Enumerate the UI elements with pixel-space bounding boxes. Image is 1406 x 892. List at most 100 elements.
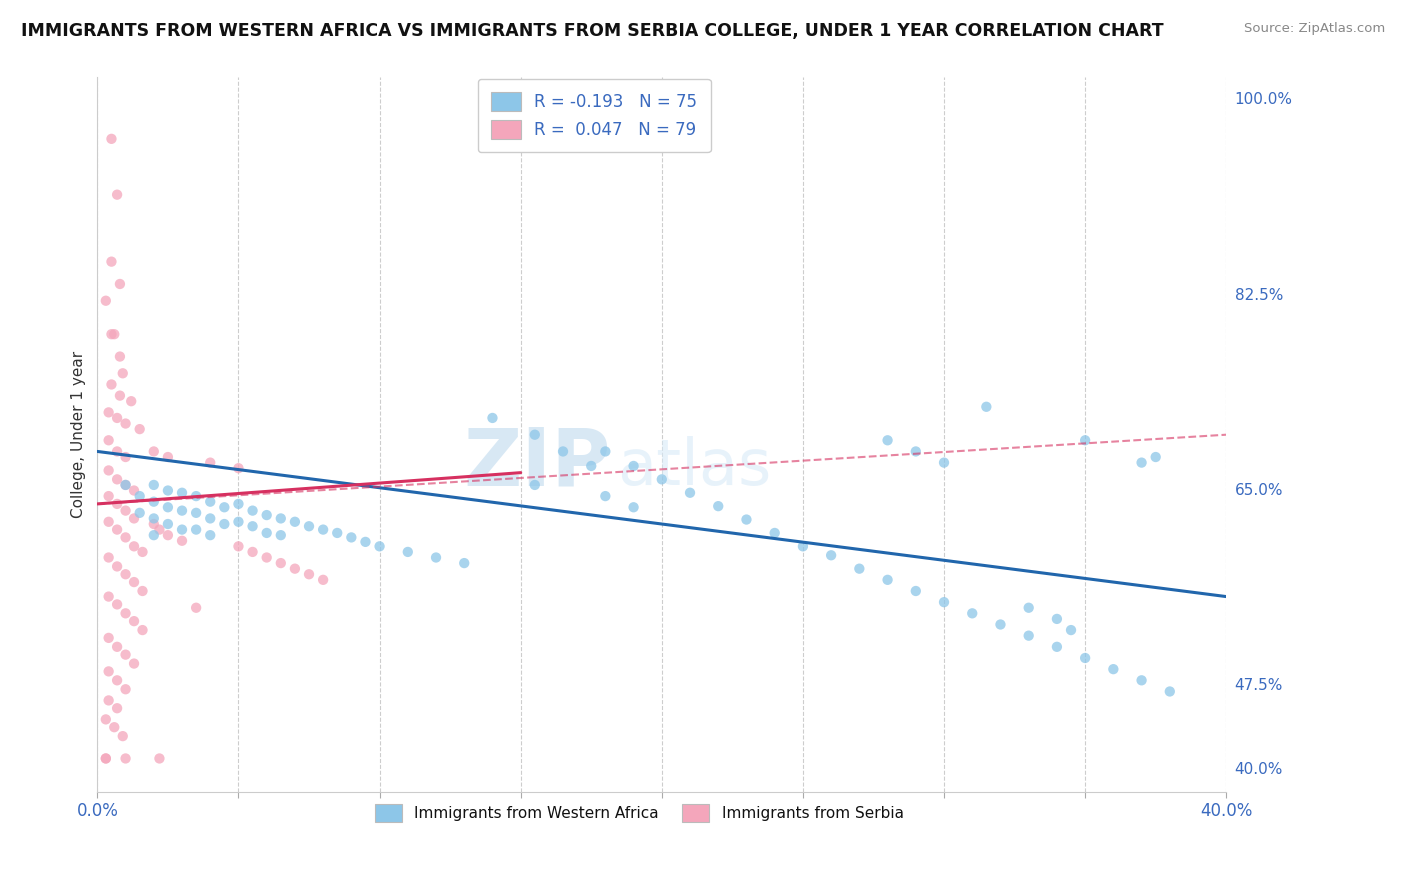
Point — [114, 607, 136, 621]
Point — [142, 516, 165, 531]
Point — [256, 525, 278, 540]
Point — [105, 559, 128, 574]
Point — [1060, 623, 1083, 637]
Point — [453, 556, 475, 570]
Point — [340, 530, 363, 544]
Point — [156, 528, 179, 542]
Point — [105, 472, 128, 486]
Point — [904, 584, 927, 599]
Point — [876, 573, 898, 587]
Point — [270, 528, 292, 542]
Point — [228, 539, 250, 553]
Point — [128, 506, 150, 520]
Point — [763, 525, 786, 540]
Point — [256, 550, 278, 565]
Point — [368, 539, 391, 553]
Legend: Immigrants from Western Africa, Immigrants from Serbia: Immigrants from Western Africa, Immigran… — [363, 792, 915, 834]
Point — [114, 478, 136, 492]
Point — [103, 327, 125, 342]
Point — [707, 499, 730, 513]
Point — [142, 478, 165, 492]
Point — [142, 494, 165, 508]
Point — [184, 523, 207, 537]
Point — [581, 458, 603, 473]
Point — [170, 503, 193, 517]
Point — [481, 411, 503, 425]
Point — [242, 545, 264, 559]
Point — [105, 673, 128, 688]
Point — [200, 456, 222, 470]
Point — [1074, 651, 1097, 665]
Text: 82.5%: 82.5% — [1234, 287, 1282, 302]
Point — [1159, 684, 1181, 698]
Point — [792, 539, 814, 553]
Point — [1046, 640, 1069, 654]
Point — [97, 550, 120, 565]
Point — [312, 573, 335, 587]
Point — [932, 456, 955, 470]
Point — [105, 701, 128, 715]
Point — [105, 523, 128, 537]
Point — [184, 489, 207, 503]
Point — [1130, 456, 1153, 470]
Point — [595, 489, 617, 503]
Point — [242, 503, 264, 517]
Point — [1018, 600, 1040, 615]
Point — [1046, 612, 1069, 626]
Point — [114, 503, 136, 517]
Point — [128, 489, 150, 503]
Point — [105, 444, 128, 458]
Text: IMMIGRANTS FROM WESTERN AFRICA VS IMMIGRANTS FROM SERBIA COLLEGE, UNDER 1 YEAR C: IMMIGRANTS FROM WESTERN AFRICA VS IMMIGR… — [21, 22, 1164, 40]
Point — [960, 607, 983, 621]
Point — [735, 512, 758, 526]
Point — [990, 617, 1012, 632]
Point — [976, 400, 998, 414]
Point — [156, 500, 179, 515]
Text: ZIP: ZIP — [464, 425, 612, 502]
Point — [184, 600, 207, 615]
Point — [111, 366, 134, 380]
Point — [848, 562, 870, 576]
Point — [142, 528, 165, 542]
Text: 47.5%: 47.5% — [1234, 679, 1282, 693]
Point — [108, 277, 131, 291]
Point — [131, 623, 153, 637]
Point — [200, 528, 222, 542]
Point — [1130, 673, 1153, 688]
Point — [270, 511, 292, 525]
Point — [94, 293, 117, 308]
Point — [97, 515, 120, 529]
Point — [122, 539, 145, 553]
Point — [122, 657, 145, 671]
Point — [94, 751, 117, 765]
Point — [214, 500, 236, 515]
Point — [170, 533, 193, 548]
Point — [142, 444, 165, 458]
Point — [103, 720, 125, 734]
Text: 100.0%: 100.0% — [1234, 92, 1292, 107]
Point — [100, 132, 122, 146]
Point — [148, 523, 170, 537]
Point — [523, 478, 546, 492]
Point — [94, 712, 117, 726]
Point — [97, 489, 120, 503]
Point — [114, 530, 136, 544]
Point — [97, 463, 120, 477]
Point — [214, 516, 236, 531]
Point — [242, 519, 264, 533]
Point — [131, 584, 153, 599]
Point — [108, 350, 131, 364]
Point — [100, 327, 122, 342]
Point — [114, 751, 136, 765]
Point — [108, 389, 131, 403]
Point — [97, 631, 120, 645]
Point — [425, 550, 447, 565]
Point — [120, 394, 142, 409]
Point — [105, 497, 128, 511]
Point — [114, 648, 136, 662]
Point — [396, 545, 419, 559]
Point — [100, 254, 122, 268]
Point — [128, 422, 150, 436]
Point — [228, 461, 250, 475]
Text: atlas: atlas — [617, 436, 770, 498]
